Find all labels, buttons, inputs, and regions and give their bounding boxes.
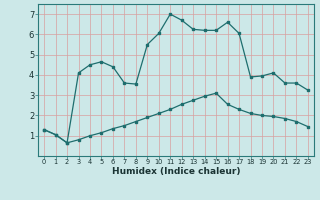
X-axis label: Humidex (Indice chaleur): Humidex (Indice chaleur) — [112, 167, 240, 176]
